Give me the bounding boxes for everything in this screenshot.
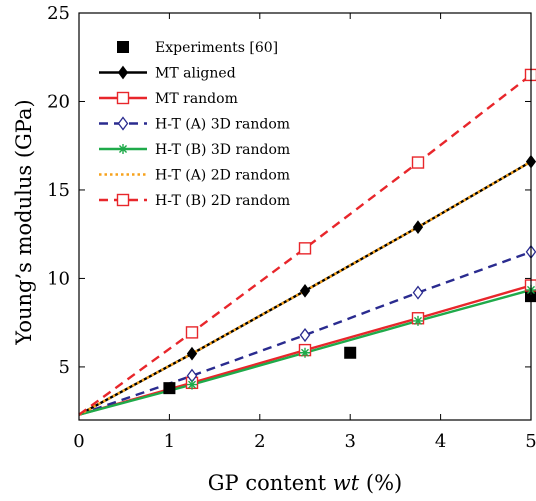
legend-entry-h-t-a-3d-random: H-T (A) 3D random: [99, 116, 290, 133]
x-axis-ticks: 0 1 2 3 4 5: [73, 13, 536, 452]
plot-markers: [163, 68, 536, 395]
legend-swatch-marker: [117, 65, 129, 80]
legend-label: MT aligned: [155, 66, 236, 82]
legend-entry-mt-aligned: MT aligned: [99, 66, 236, 82]
legend-swatch-marker: [117, 41, 129, 53]
legend-entry-h-t-b-3d-random: H-T (B) 3D random: [99, 142, 290, 158]
legend-swatch-marker: [116, 91, 130, 105]
legend-label: MT random: [155, 91, 238, 107]
data-point-mt-aligned: [186, 346, 198, 361]
legend-entry-mt-random: MT random: [99, 91, 238, 107]
data-point-mt-aligned: [412, 220, 424, 234]
data-point-h-t-b-2d-random: [411, 156, 425, 169]
x-tick-label: 4: [435, 431, 446, 452]
data-point-experiments-60: [163, 382, 176, 395]
legend-swatch-marker: [117, 116, 129, 131]
legend-label: H-T (A) 2D random: [155, 168, 290, 184]
legend-entry-experiments-60: Experiments [60]: [117, 40, 278, 56]
data-point-h-t-a-3d-random: [412, 285, 424, 300]
legend-label: H-T (A) 3D random: [155, 117, 290, 133]
data-point-mt-aligned: [299, 283, 311, 298]
legend: Experiments [60] MT aligned MT random H-T (…: [99, 40, 290, 209]
data-point-h-t-b-2d-random: [298, 242, 312, 255]
series-line-h-t-b-2d-random: [78, 73, 532, 416]
data-point-h-t-b-3d-random: [413, 315, 423, 326]
y-tick-label: 10: [47, 268, 70, 289]
x-axis-label: GP content wt (%): [208, 471, 402, 495]
y-tick-label: 5: [59, 357, 70, 378]
y-tick-label: 20: [47, 91, 70, 112]
y-tick-label: 15: [47, 180, 70, 201]
legend-swatch-marker: [116, 193, 130, 207]
legend-label: H-T (B) 3D random: [155, 142, 290, 158]
data-point-h-t-b-2d-random: [185, 326, 199, 339]
legend-entry-h-t-a-2d-random: H-T (A) 2D random: [99, 168, 290, 184]
legend-entry-h-t-b-2d-random: H-T (B) 2D random: [99, 193, 290, 209]
x-tick-label: 2: [254, 431, 265, 452]
legend-label: H-T (B) 2D random: [155, 193, 290, 209]
data-point-h-t-b-3d-random: [187, 379, 197, 390]
y-tick-label: 25: [47, 3, 70, 24]
series-line-h-t-a-3d-random: [78, 250, 532, 416]
x-tick-label: 1: [164, 431, 175, 452]
series-line-h-t-a-2d-random: [78, 160, 532, 416]
data-point-h-t-b-3d-random: [300, 347, 310, 358]
plot-frame: [78, 12, 532, 421]
y-axis-label: Young’s modulus (GPa): [12, 99, 36, 345]
data-point-experiments-60: [344, 346, 357, 359]
legend-swatch-marker: [118, 144, 128, 154]
x-tick-label: 5: [525, 431, 536, 452]
x-tick-label: 3: [344, 431, 355, 452]
x-tick-label: 0: [73, 431, 84, 452]
data-point-h-t-a-3d-random: [299, 327, 311, 343]
legend-label: Experiments [60]: [155, 40, 278, 56]
y-axis-ticks: 5 10 15 20 25: [47, 3, 531, 378]
